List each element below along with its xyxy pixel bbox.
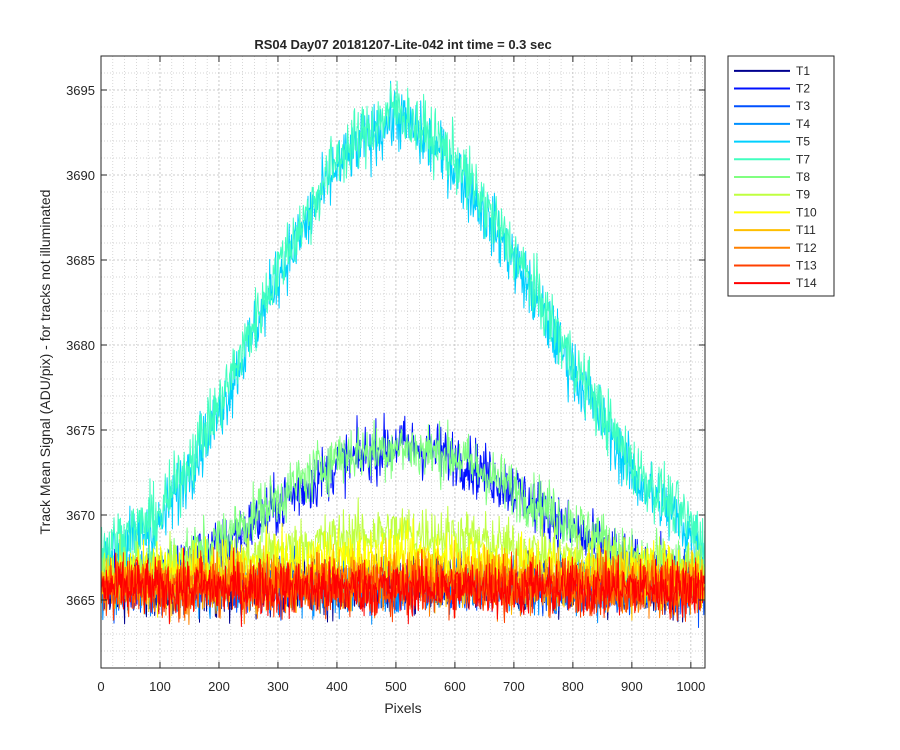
y-tick-label: 3685 xyxy=(66,253,95,268)
x-tick-label: 900 xyxy=(621,679,643,694)
legend-label-t8: T8 xyxy=(796,170,810,184)
x-tick-labels: 0 100 200 300 400 500 600 700 800 900 1000 xyxy=(97,679,705,694)
series-line-t7 xyxy=(100,80,706,580)
x-tick-label: 500 xyxy=(385,679,407,694)
legend-label-t14: T14 xyxy=(796,276,817,290)
legend-label-t4: T4 xyxy=(796,117,810,131)
x-tick-label: 0 xyxy=(97,679,104,694)
legend-label-t13: T13 xyxy=(796,258,817,272)
legend-label-t3: T3 xyxy=(796,99,810,113)
plot-area: 0 100 200 300 400 500 600 700 800 900 1000 3665 367… xyxy=(66,55,706,694)
x-tick-label: 200 xyxy=(208,679,230,694)
x-tick-label: 300 xyxy=(267,679,289,694)
chart-title: RS04 Day07 20181207-Lite-042 int time = … xyxy=(254,37,551,52)
x-tick-label: 800 xyxy=(562,679,584,694)
y-tick-label: 3695 xyxy=(66,83,95,98)
y-tick-labels: 3665 3670 3675 3680 3685 3690 3695 xyxy=(66,83,95,608)
legend-label-t1: T1 xyxy=(796,64,810,78)
series-layer xyxy=(100,80,706,628)
x-tick-label: 1000 xyxy=(676,679,705,694)
x-tick-label: 700 xyxy=(503,679,525,694)
y-axis-label: Track Mean Signal (ADU/pix) - for tracks… xyxy=(37,190,53,535)
legend-label-t10: T10 xyxy=(796,205,817,219)
y-tick-label: 3690 xyxy=(66,168,95,183)
series-line-t14 xyxy=(100,547,706,627)
axes-box xyxy=(100,55,706,669)
y-tick-label: 3675 xyxy=(66,423,95,438)
y-tick-label: 3670 xyxy=(66,508,95,523)
legend-items: T1 T2 T3 T4 T5 T7 T8 T9 T10 T11 T12 T13 T14 xyxy=(734,64,817,290)
y-tick-label: 3665 xyxy=(66,593,95,608)
x-axis-label: Pixels xyxy=(384,700,421,716)
x-tick-label: 400 xyxy=(326,679,348,694)
y-tick-label: 3680 xyxy=(66,338,95,353)
x-tick-label: 600 xyxy=(444,679,466,694)
legend-label-t5: T5 xyxy=(796,135,810,149)
legend-label-t9: T9 xyxy=(796,188,810,202)
legend-label-t7: T7 xyxy=(796,152,810,166)
series-line-t5 xyxy=(100,80,706,598)
legend: T1 T2 T3 T4 T5 T7 T8 T9 T10 T11 T12 T13 T14 xyxy=(727,55,835,297)
legend-label-t2: T2 xyxy=(796,82,810,96)
series-line-t8 xyxy=(100,419,706,609)
legend-label-t12: T12 xyxy=(796,241,817,255)
x-tick-label: 100 xyxy=(149,679,171,694)
legend-label-t11: T11 xyxy=(796,223,816,237)
tick-marks xyxy=(100,56,705,668)
